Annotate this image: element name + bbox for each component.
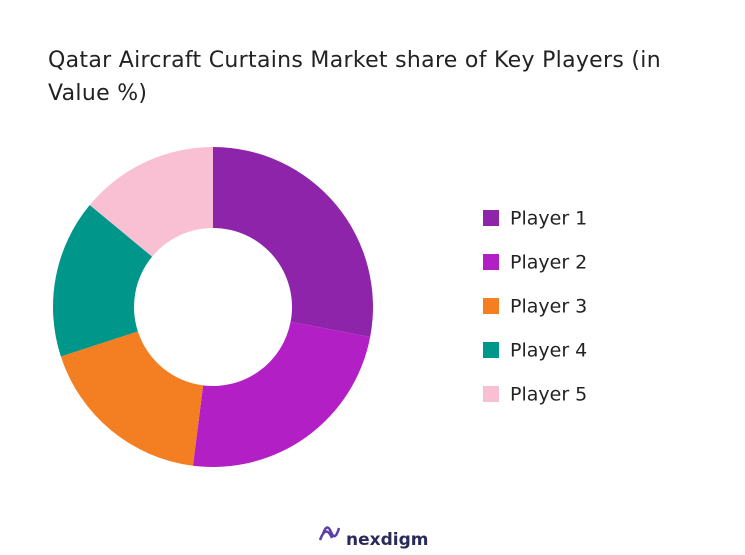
legend-swatch: [483, 210, 499, 226]
legend-label: Player 2: [510, 252, 587, 274]
slice: [192, 321, 371, 467]
legend-swatch: [483, 342, 499, 358]
legend-label: Player 3: [510, 296, 587, 318]
legend-label: Player 5: [510, 384, 587, 406]
slice: [89, 147, 213, 257]
legend-label: Player 4: [510, 340, 587, 362]
legend-swatch: [483, 386, 499, 402]
legend-swatch: [483, 298, 499, 314]
logo-icon: [318, 526, 341, 541]
slice: [60, 331, 204, 466]
slice: [213, 147, 373, 337]
legend-swatch: [483, 254, 499, 270]
legend-label: Player 1: [510, 208, 587, 230]
slice: [52, 205, 153, 357]
chart-title: Qatar Aircraft Curtains Market share of …: [48, 48, 661, 106]
logo-text: nexdigm: [346, 530, 428, 550]
